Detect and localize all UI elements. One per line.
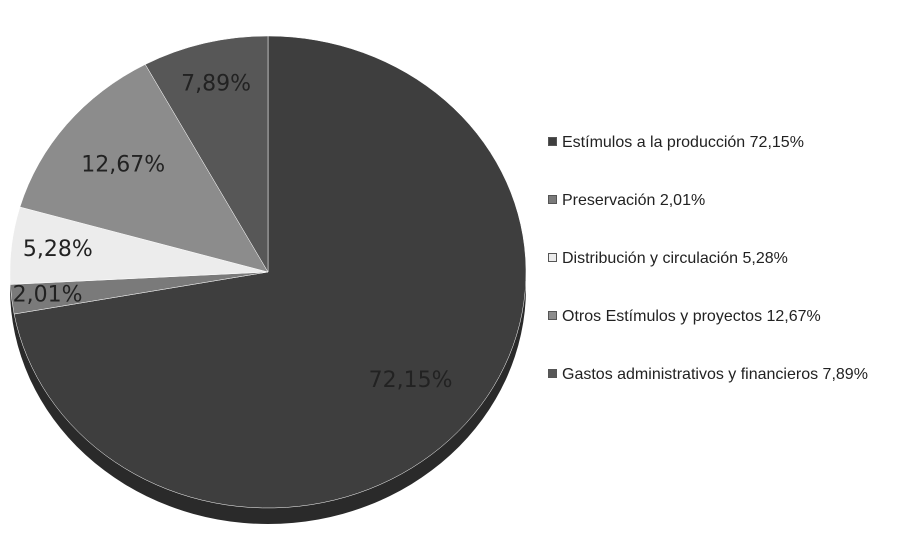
legend: Estímulos a la producción 72,15% Preserva… xyxy=(548,132,898,422)
legend-item: Estímulos a la producción 72,15% xyxy=(548,132,898,190)
legend-label: Distribución y circulación 5,28% xyxy=(562,250,788,267)
legend-swatch xyxy=(548,311,557,320)
pie-slice xyxy=(144,35,269,273)
legend-item: Preservación 2,01% xyxy=(548,190,898,248)
legend-swatch xyxy=(548,369,557,378)
legend-label: Gastos administrativos y financieros 7,8… xyxy=(562,366,868,383)
legend-item: Otros Estímulos y proyectos 12,67% xyxy=(548,306,898,364)
legend-swatch xyxy=(548,253,557,262)
legend-label: Otros Estímulos y proyectos 12,67% xyxy=(562,308,821,325)
slice-label: 12,67% xyxy=(81,153,165,178)
slice-label: 7,89% xyxy=(181,71,251,96)
pie-slice xyxy=(13,35,527,509)
slice-label: 72,15% xyxy=(369,368,453,393)
legend-swatch xyxy=(548,195,557,204)
slice-label: 2,01% xyxy=(13,282,83,307)
legend-label: Estímulos a la producción 72,15% xyxy=(562,134,804,151)
legend-swatch xyxy=(548,137,557,146)
legend-label: Preservación 2,01% xyxy=(562,192,706,209)
slice-label: 5,28% xyxy=(23,237,93,262)
chart: 72,15% 2,01% 5,28% 12,67% 7,89% xyxy=(9,35,527,524)
legend-item: Gastos administrativos y financieros 7,8… xyxy=(548,364,898,422)
legend-item: Distribución y circulación 5,28% xyxy=(548,248,898,306)
pie-slice xyxy=(19,64,269,273)
